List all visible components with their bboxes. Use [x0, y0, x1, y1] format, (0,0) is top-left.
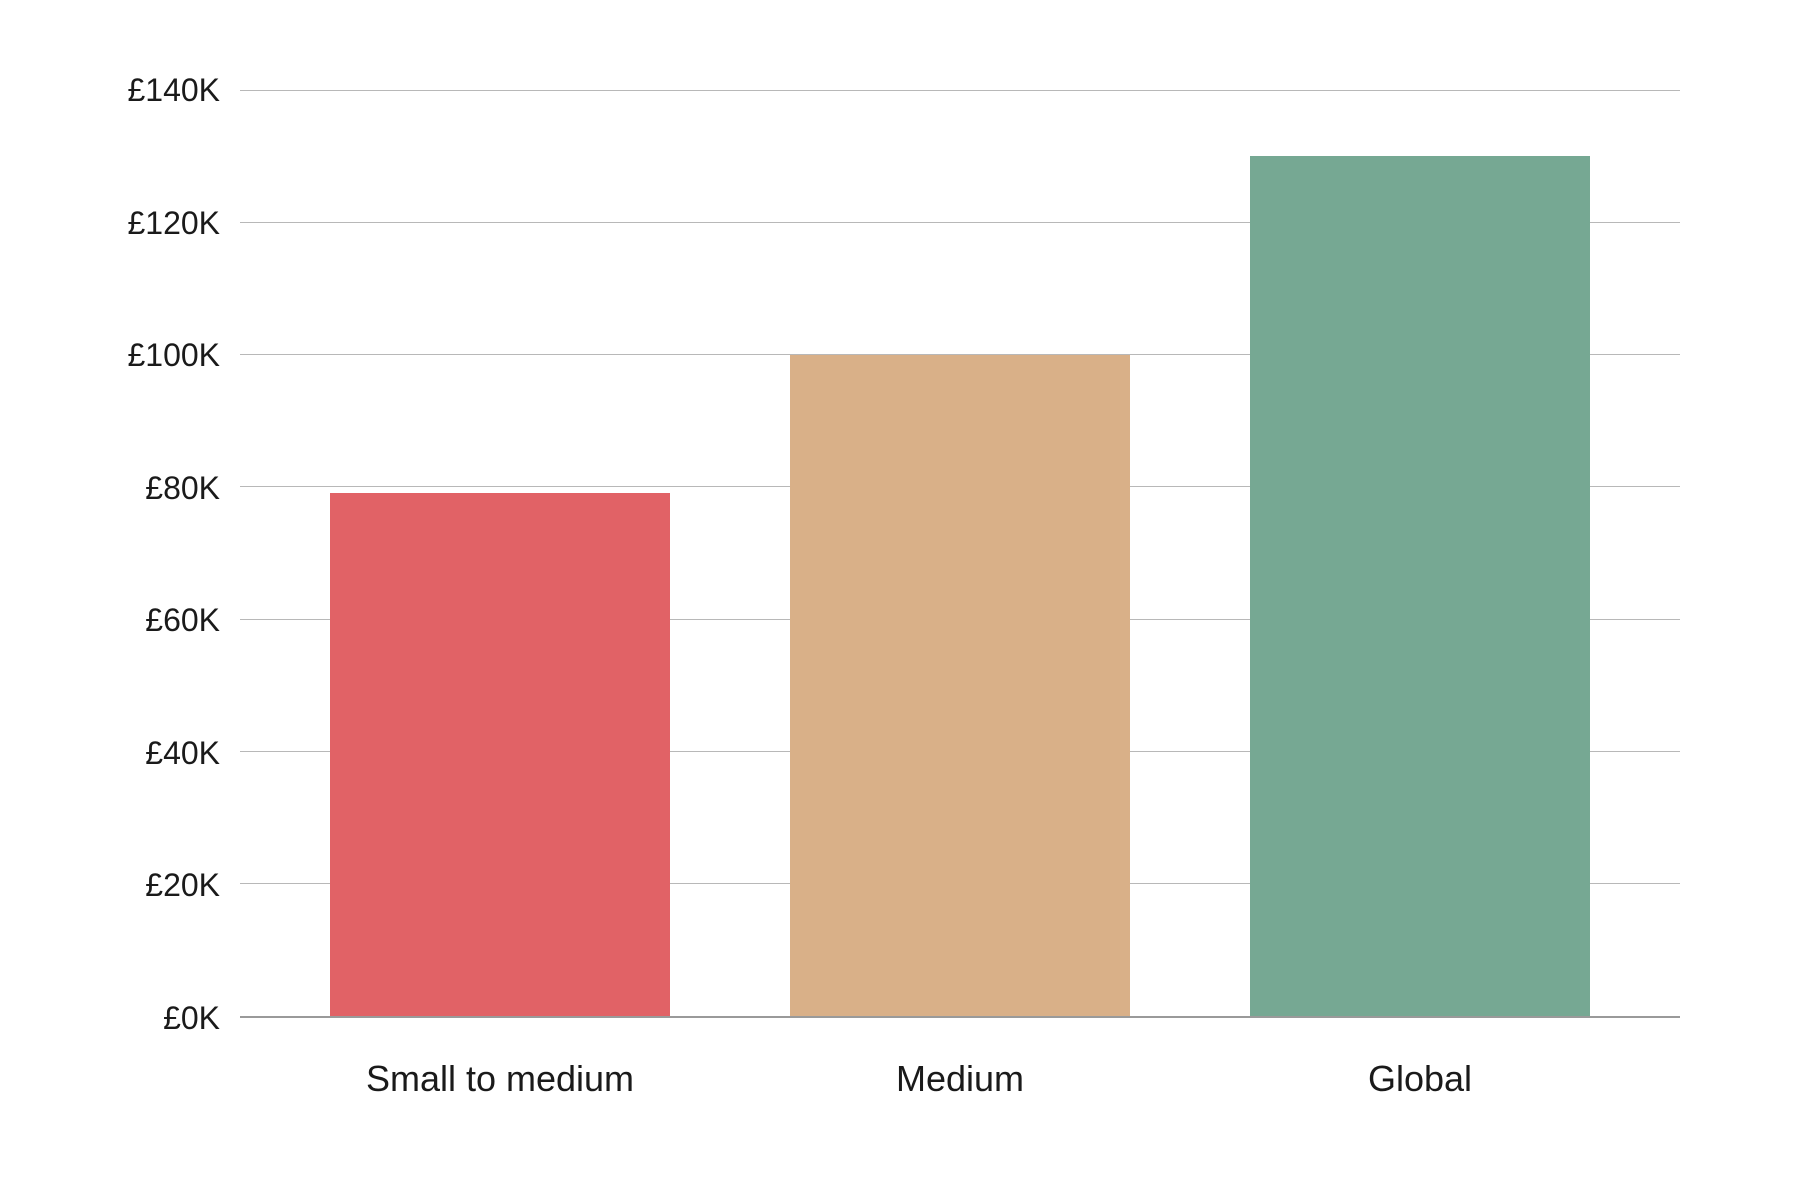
bars-container [240, 90, 1680, 1016]
bar-medium [790, 355, 1130, 1016]
x-label: Medium [790, 1058, 1130, 1100]
x-labels: Small to medium Medium Global [240, 1058, 1680, 1100]
plot-area [240, 90, 1680, 1018]
x-spacer [100, 1058, 240, 1100]
y-axis: £140K £120K £100K £80K £60K £40K £20K £0… [100, 90, 240, 1018]
bar-global [1250, 156, 1590, 1016]
x-label: Small to medium [330, 1058, 670, 1100]
x-axis: Small to medium Medium Global [100, 1058, 1680, 1100]
bar-small-to-medium [330, 493, 670, 1016]
x-label: Global [1250, 1058, 1590, 1100]
chart-area: £140K £120K £100K £80K £60K £40K £20K £0… [100, 90, 1680, 1018]
